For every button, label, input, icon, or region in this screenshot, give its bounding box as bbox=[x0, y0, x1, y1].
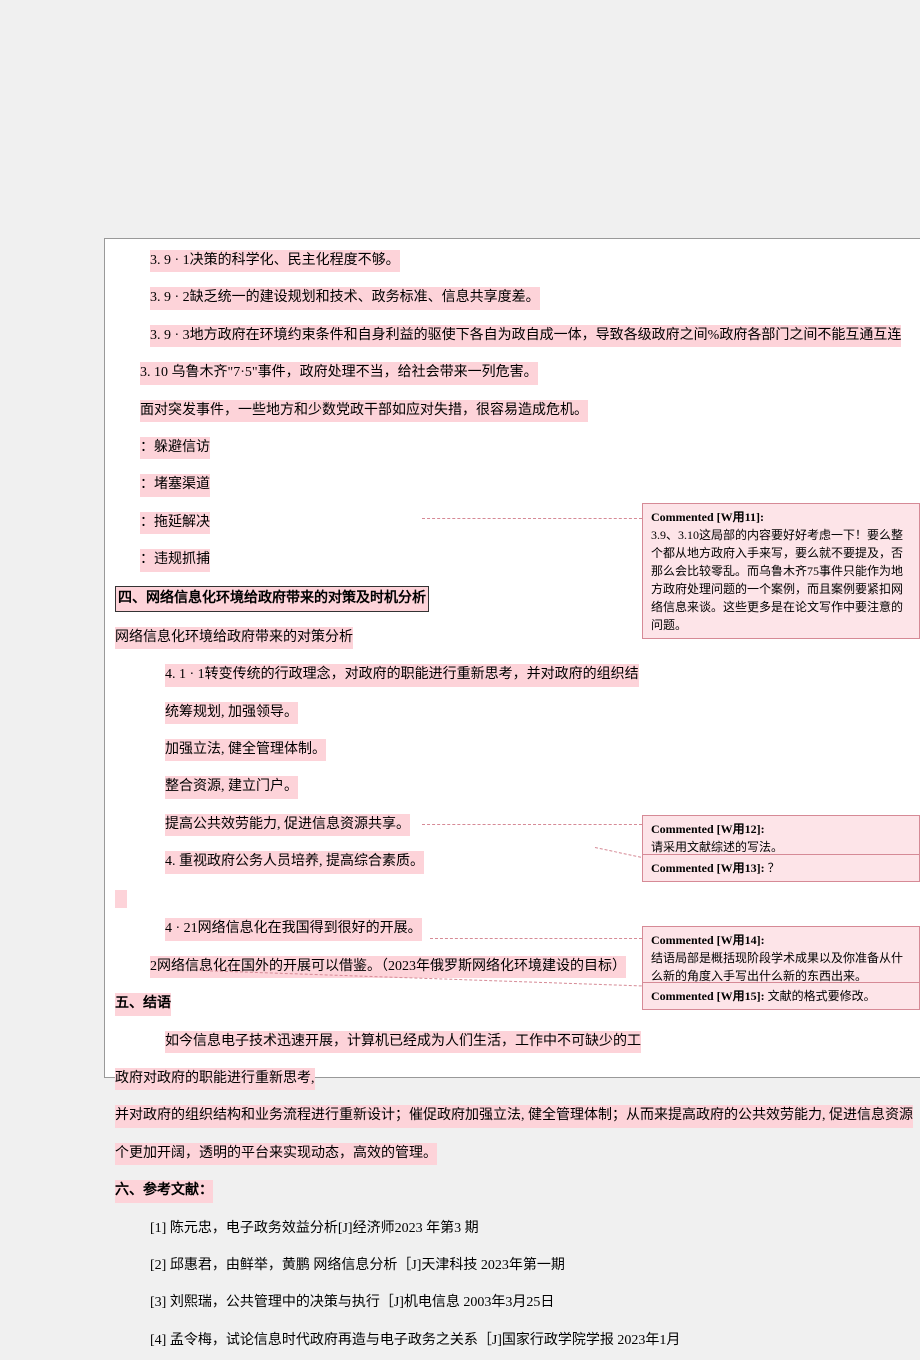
highlighted-text: 提高公共效劳能力, 促进信息资源共享。 bbox=[165, 814, 410, 836]
comment-body: 3.9、3.10这局部的内容要好好考虑一下！要么整个都从地方政府入手来写，要么就… bbox=[651, 526, 911, 634]
empty-marker bbox=[115, 888, 920, 912]
text-line: 加强立法, 健全管理体制。 bbox=[165, 738, 920, 769]
comment-balloon[interactable]: Commented [W用13]: ？ bbox=[642, 854, 920, 882]
reference-line: [4] 孟令梅，试论信息时代政府再造与电子政务之关系［J]国家行政学院学报 20… bbox=[150, 1329, 920, 1360]
highlighted-text: 3. 9 · 2缺乏统一的建设规划和技术、政务标准、信息共享度差。 bbox=[150, 287, 540, 309]
text-line: 如今信息电子技术迅速开展，计算机已经成为人们生活，工作中不可缺少的工 bbox=[165, 1030, 920, 1061]
reference-text: [1] 陈元忠，电子政务效益分析[J]经济师2023 年第3 期 bbox=[150, 1218, 479, 1240]
text-line: 3. 9 · 1决策的科学化、民主化程度不够。 bbox=[150, 249, 920, 280]
text-line: 面对突发事件，一些地方和少数党政干部如应对失措，很容易造成危机。 bbox=[140, 399, 920, 430]
highlighted-text: 面对突发事件，一些地方和少数党政干部如应对失措，很容易造成危机。 bbox=[140, 400, 588, 422]
comment-balloon[interactable]: Commented [W用15]: 文献的格式要修改。 bbox=[642, 982, 920, 1010]
highlighted-text: 3. 9 · 1决策的科学化、民主化程度不够。 bbox=[150, 250, 400, 272]
text-line: 3. 10 乌鲁木齐"7·5"事件，政府处理不当，给社会带来一列危害。 bbox=[140, 361, 920, 392]
reference-text: [2] 邱惠君，由鲜举，黄鹏 网络信息分析［J]天津科技 2023年第一期 bbox=[150, 1255, 565, 1277]
section-heading: 六、参考文献： bbox=[115, 1179, 920, 1210]
highlighted-text: 4 · 21网络信息化在我国得到很好的开展。 bbox=[165, 918, 422, 940]
comment-header: Commented [W用14]: bbox=[651, 933, 765, 947]
highlighted-text: 4. 重视政府公务人员培养, 提高综合素质。 bbox=[165, 851, 424, 873]
reference-text: [3] 刘熙瑞，公共管理中的决策与执行［J]机电信息 2003年3月25日 bbox=[150, 1292, 554, 1314]
text-line: 3. 9 · 2缺乏统一的建设规划和技术、政务标准、信息共享度差。 bbox=[150, 286, 920, 317]
pink-block bbox=[115, 890, 127, 908]
comment-header: Commented [W用12]: bbox=[651, 822, 765, 836]
comment-connector bbox=[430, 938, 642, 939]
highlighted-text: ：违规抓捕 bbox=[140, 549, 210, 571]
text-line: 整合资源, 建立门户。 bbox=[165, 775, 920, 806]
highlighted-text: 如今信息电子技术迅速开展，计算机已经成为人们生活，工作中不可缺少的工 bbox=[165, 1031, 641, 1053]
reference-line: [3] 刘熙瑞，公共管理中的决策与执行［J]机电信息 2003年3月25日 bbox=[150, 1291, 920, 1322]
comment-balloon[interactable]: Commented [W用14]: 结语局部是概括现阶段学术成果以及你准备从什么… bbox=[642, 926, 920, 990]
highlighted-text: 整合资源, 建立门户。 bbox=[165, 776, 298, 798]
highlighted-text: 个更加开阔，透明的平台来实现动态，高效的管理。 bbox=[115, 1143, 437, 1165]
comment-header: Commented [W用15]: bbox=[651, 989, 765, 1003]
text-line: 4. 1 · 1转变传统的行政理念，对政府的职能进行重新思考，并对政府的组织结 bbox=[165, 663, 920, 694]
reference-line: [2] 邱惠君，由鲜举，黄鹏 网络信息分析［J]天津科技 2023年第一期 bbox=[150, 1254, 920, 1285]
text-line: 并对政府的组织结构和业务流程进行重新设计；催促政府加强立法, 健全管理体制；从而… bbox=[115, 1104, 920, 1135]
highlighted-text: 3. 9 · 3地方政府在环境约束条件和自身利益的驱使下各自为政自成一体，导致各… bbox=[150, 325, 901, 347]
text-line: ：躲避信访 bbox=[140, 436, 920, 467]
highlighted-text: 3. 10 乌鲁木齐"7·5"事件，政府处理不当，给社会带来一列危害。 bbox=[140, 362, 538, 384]
highlighted-text: ：堵塞渠道 bbox=[140, 474, 210, 496]
text-line: 个更加开阔，透明的平台来实现动态，高效的管理。 bbox=[115, 1142, 920, 1173]
highlighted-text: 统筹规划, 加强领导。 bbox=[165, 702, 298, 724]
comment-connector bbox=[422, 824, 642, 825]
comment-balloon[interactable]: Commented [W用11]: 3.9、3.10这局部的内容要好好考虑一下！… bbox=[642, 503, 920, 639]
text-line: 统筹规划, 加强领导。 bbox=[165, 701, 920, 732]
highlighted-text: 加强立法, 健全管理体制。 bbox=[165, 739, 326, 761]
highlighted-text: 4. 1 · 1转变传统的行政理念，对政府的职能进行重新思考，并对政府的组织结 bbox=[165, 664, 639, 686]
comment-body: ？ bbox=[768, 861, 780, 875]
highlighted-text: 网络信息化环境给政府带来的对策分析 bbox=[115, 627, 353, 649]
highlighted-text: 并对政府的组织结构和业务流程进行重新设计；催促政府加强立法, 健全管理体制；从而… bbox=[115, 1105, 913, 1127]
heading-text: 六、参考文献： bbox=[115, 1180, 213, 1202]
text-line: ：堵塞渠道 bbox=[140, 473, 920, 504]
comment-header: Commented [W用11]: bbox=[651, 508, 911, 526]
highlighted-text: ：拖延解决 bbox=[140, 512, 210, 534]
text-line: 3. 9 · 3地方政府在环境约束条件和自身利益的驱使下各自为政自成一体，导致各… bbox=[150, 324, 920, 355]
comment-connector bbox=[422, 518, 642, 519]
highlighted-text: 政府对政府的职能进行重新思考, bbox=[115, 1068, 315, 1090]
comment-body: 结语局部是概括现阶段学术成果以及你准备从什么新的角度入手写出什么新的东西出来。 bbox=[651, 949, 911, 985]
reference-line: [1] 陈元忠，电子政务效益分析[J]经济师2023 年第3 期 bbox=[150, 1217, 920, 1248]
comment-body: 文献的格式要修改。 bbox=[768, 989, 876, 1003]
highlighted-text: 2网络信息化在国外的开展可以借鉴。（2023年俄罗斯网络化环境建设的目标） bbox=[150, 956, 626, 978]
heading-text: 五、结语 bbox=[115, 993, 171, 1015]
comment-header: Commented [W用13]: bbox=[651, 861, 765, 875]
heading-text: 四、网络信息化环境给政府带来的对策及时机分析 bbox=[115, 586, 429, 612]
highlighted-text: ：躲避信访 bbox=[140, 437, 210, 459]
text-line: 政府对政府的职能进行重新思考, bbox=[115, 1067, 920, 1098]
reference-text: [4] 孟令梅，试论信息时代政府再造与电子政务之关系［J]国家行政学院学报 20… bbox=[150, 1330, 680, 1352]
